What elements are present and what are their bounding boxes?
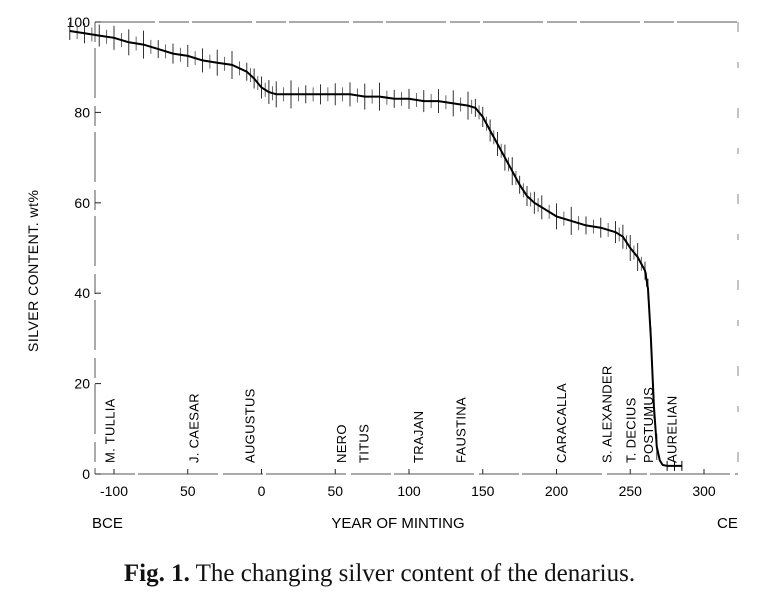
figure-caption: Fig. 1. The changing silver content of t… bbox=[0, 560, 759, 588]
y-axis-label: SILVER CONTENT. wt% bbox=[25, 190, 41, 353]
annotations: M. TULLIA J. CAESAR AUGUSTUS NERO TITUS TRAJA… bbox=[103, 365, 680, 463]
annotation-label: NERO bbox=[334, 424, 349, 463]
x-tick-label: 300 bbox=[692, 483, 716, 499]
y-tick-label: 60 bbox=[74, 195, 90, 211]
annotation-label: POSTUMUS bbox=[641, 387, 656, 463]
chart-title: The changing silver content of the denar… bbox=[195, 560, 636, 587]
plot-frame bbox=[94, 21, 739, 475]
x-tick-label: 50 bbox=[180, 483, 196, 499]
series-layer bbox=[69, 30, 683, 471]
x-axis-label: YEAR OF MINTING bbox=[331, 515, 464, 532]
annotation-label: J. CAESAR bbox=[187, 393, 202, 463]
ce-label: CE bbox=[717, 515, 738, 532]
x-tick-label: 200 bbox=[545, 483, 569, 499]
annotation-label: TRAJAN bbox=[411, 411, 426, 463]
x-tick-label: 50 bbox=[327, 483, 343, 499]
series-line bbox=[69, 30, 682, 467]
x-tick-label: 150 bbox=[471, 483, 495, 499]
y-tick-label: 20 bbox=[74, 376, 90, 392]
annotation-label: S. ALEXANDER bbox=[600, 365, 615, 463]
y-tick-label: 80 bbox=[74, 104, 90, 120]
x-tick-label: 250 bbox=[619, 483, 643, 499]
x-tick-label: -100 bbox=[100, 483, 128, 499]
annotation-label: CARACALLA bbox=[554, 383, 569, 463]
bce-label: BCE bbox=[92, 515, 123, 532]
x-tick-label: 0 bbox=[258, 483, 266, 499]
annotation-label: FAUSTINA bbox=[454, 397, 469, 463]
annotation-label: AURELIAN bbox=[665, 396, 680, 463]
y-tick-label: 0 bbox=[82, 466, 90, 482]
annotation-label: M. TULLIA bbox=[103, 398, 118, 463]
annotation-label: T. DECIUS bbox=[623, 397, 638, 463]
x-tick-label: 100 bbox=[397, 483, 421, 499]
annotation-label: TITUS bbox=[356, 424, 371, 463]
y-tick-label: 40 bbox=[74, 285, 90, 301]
x-axis: -100 50 0 50 100 150 200 250 300 bbox=[100, 469, 716, 499]
denarius-silver-chart: 0 20 40 60 80 100 -100 50 0 50 100 150 200 250 300 M.… bbox=[25, 14, 739, 532]
figure-label: Fig. 1. bbox=[123, 560, 190, 587]
annotation-label: AUGUSTUS bbox=[243, 388, 258, 463]
